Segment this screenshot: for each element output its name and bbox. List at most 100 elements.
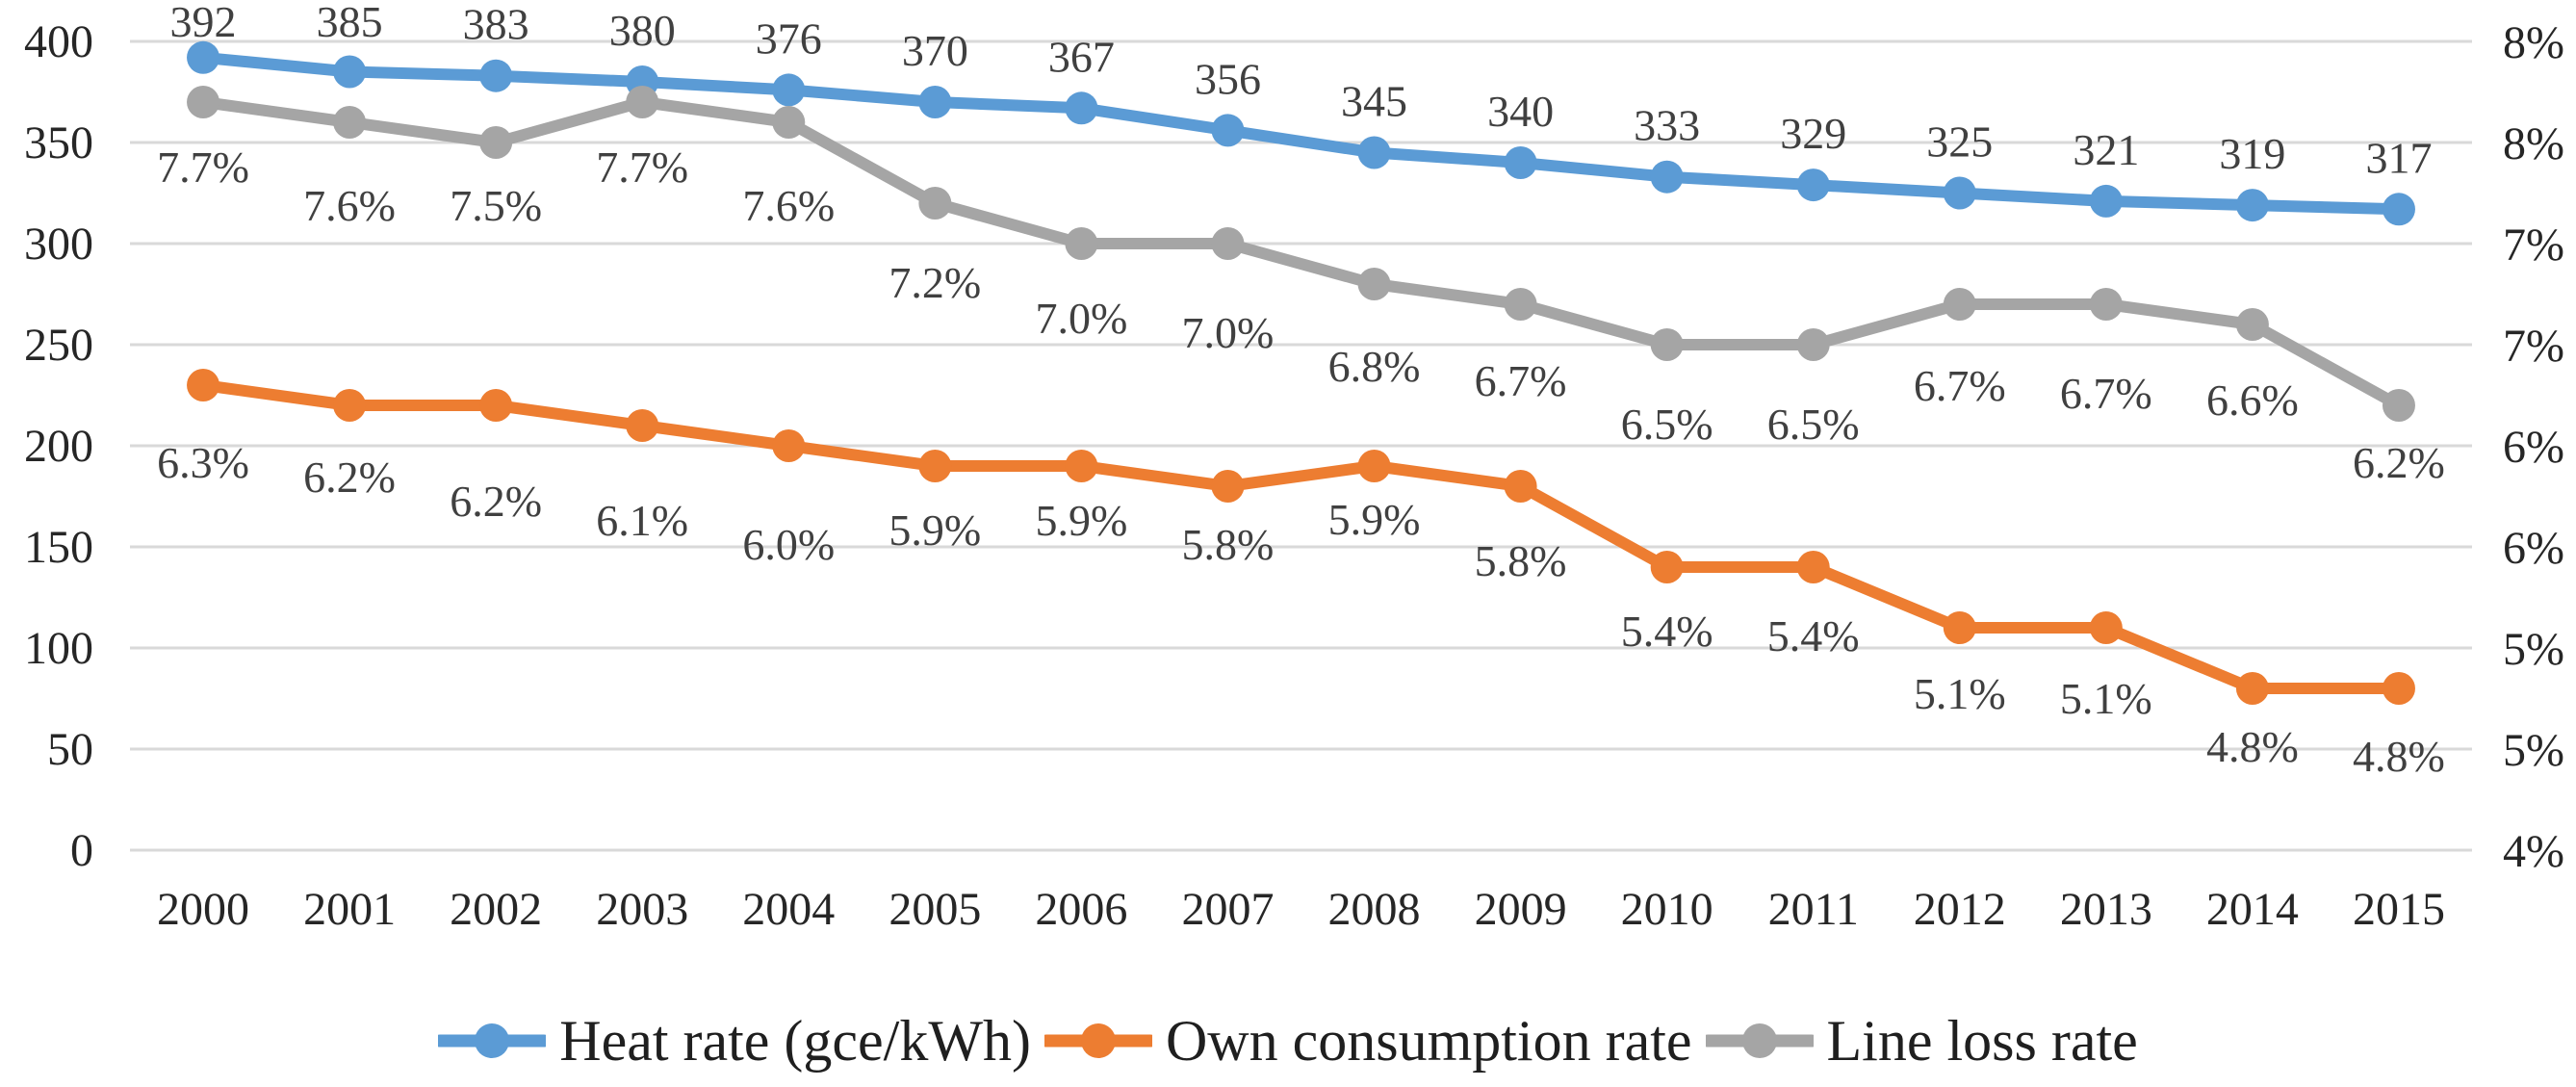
data-label: 367 bbox=[1048, 32, 1115, 81]
series-marker bbox=[1504, 288, 1537, 321]
y-right-tick-label: 4% bbox=[2503, 826, 2564, 877]
series-marker bbox=[2235, 672, 2269, 705]
series-marker bbox=[1943, 611, 1976, 644]
series-marker bbox=[2089, 611, 2123, 644]
series-marker bbox=[772, 429, 806, 462]
data-label: 345 bbox=[1341, 77, 1407, 126]
x-tick-label: 2010 bbox=[1621, 884, 1713, 935]
series-marker bbox=[1065, 227, 1098, 260]
data-label: 6.8% bbox=[1328, 342, 1421, 391]
x-tick-label: 2000 bbox=[157, 884, 249, 935]
x-tick-label: 2014 bbox=[2206, 884, 2299, 935]
x-tick-label: 2015 bbox=[2353, 884, 2445, 935]
data-label: 6.5% bbox=[1621, 400, 1713, 449]
series-marker bbox=[1796, 168, 1830, 202]
data-label: 5.8% bbox=[1182, 520, 1275, 569]
series-marker bbox=[918, 187, 952, 220]
series-marker bbox=[918, 450, 952, 482]
data-label: 383 bbox=[463, 0, 529, 49]
data-label: 319 bbox=[2219, 129, 2285, 178]
series-marker bbox=[1943, 288, 1976, 321]
y-right-tick-label: 5% bbox=[2503, 725, 2564, 776]
data-label: 6.6% bbox=[2206, 375, 2299, 425]
data-label: 6.0% bbox=[742, 520, 835, 569]
data-label: 4.8% bbox=[2206, 722, 2299, 771]
series-marker bbox=[187, 40, 220, 74]
series-marker bbox=[1357, 450, 1391, 482]
legend-marker-own-consumption-icon bbox=[1043, 1023, 1152, 1058]
data-label: 7.7% bbox=[157, 142, 249, 192]
y-left-tick-label: 300 bbox=[24, 219, 93, 270]
data-label: 376 bbox=[756, 13, 822, 63]
data-label: 317 bbox=[2365, 133, 2432, 182]
data-label: 4.8% bbox=[2353, 732, 2445, 781]
legend-item-own-consumption-rate: Own consumption rate bbox=[1043, 1012, 1692, 1070]
data-label: 7.6% bbox=[742, 181, 835, 230]
data-label: 340 bbox=[1487, 87, 1554, 136]
data-label: 329 bbox=[1780, 109, 1846, 158]
data-label: 356 bbox=[1195, 54, 1261, 103]
data-label: 6.7% bbox=[1475, 356, 1567, 405]
series-marker bbox=[1065, 91, 1098, 125]
series-marker bbox=[2382, 672, 2415, 705]
series-marker bbox=[1943, 176, 1976, 210]
series-line bbox=[197, 96, 2405, 411]
data-label: 6.5% bbox=[1767, 400, 1860, 449]
data-label: 321 bbox=[2073, 125, 2139, 174]
legend-marker-line-loss-icon bbox=[1705, 1023, 1814, 1058]
y-left-tick-label: 100 bbox=[24, 623, 93, 674]
data-label: 7.5% bbox=[450, 181, 542, 230]
series-marker bbox=[2382, 193, 2415, 226]
series-line bbox=[197, 51, 2405, 216]
legend-label-heat-rate: Heat rate (gce/kWh) bbox=[559, 1009, 1031, 1073]
series-marker bbox=[626, 86, 659, 118]
x-tick-label: 2001 bbox=[303, 884, 396, 935]
series-marker bbox=[333, 106, 367, 139]
x-tick-label: 2004 bbox=[742, 884, 835, 935]
y-right-tick-label: 8% bbox=[2503, 17, 2564, 68]
x-tick-label: 2007 bbox=[1181, 884, 1274, 935]
legend-marker-heat-rate-icon bbox=[438, 1023, 547, 1058]
data-label: 392 bbox=[170, 0, 237, 46]
legend-item-heat-rate: Heat rate (gce/kWh) bbox=[438, 1012, 1031, 1070]
series-marker bbox=[1650, 328, 1684, 361]
y-right-tick-label: 8% bbox=[2503, 118, 2564, 169]
series-marker bbox=[772, 106, 806, 139]
y-right-tick-label: 6% bbox=[2503, 523, 2564, 574]
x-tick-label: 2002 bbox=[450, 884, 542, 935]
series-marker bbox=[479, 389, 513, 422]
series-marker bbox=[187, 86, 220, 118]
data-label: 5.4% bbox=[1621, 607, 1713, 656]
data-label: 385 bbox=[317, 0, 383, 46]
series-line bbox=[197, 379, 2405, 694]
x-tick-label: 2013 bbox=[2060, 884, 2152, 935]
x-tick-label: 2003 bbox=[596, 884, 688, 935]
x-tick-label: 2011 bbox=[1768, 884, 1859, 935]
y-right-tick-label: 5% bbox=[2503, 624, 2564, 675]
data-label: 7.2% bbox=[889, 258, 981, 307]
data-label: 6.1% bbox=[596, 496, 688, 545]
data-label: 6.7% bbox=[1914, 361, 2006, 410]
legend-item-line-loss-rate: Line loss rate bbox=[1705, 1012, 2138, 1070]
series-marker bbox=[187, 369, 220, 401]
series-marker bbox=[626, 409, 659, 442]
series-marker bbox=[1065, 450, 1098, 482]
y-right-tick-label: 7% bbox=[2503, 321, 2564, 372]
data-label: 325 bbox=[1926, 117, 1993, 167]
series-marker bbox=[1357, 136, 1391, 169]
data-label: 7.7% bbox=[596, 142, 688, 192]
series-marker bbox=[2089, 184, 2123, 218]
y-left-tick-label: 50 bbox=[47, 724, 93, 775]
series-marker bbox=[333, 55, 367, 89]
series-marker bbox=[1211, 470, 1245, 503]
data-label: 7.6% bbox=[303, 181, 396, 230]
series-marker bbox=[1211, 114, 1245, 147]
data-label: 370 bbox=[902, 26, 968, 75]
data-label: 5.9% bbox=[1328, 495, 1421, 544]
y-left-tick-label: 250 bbox=[24, 320, 93, 371]
y-left-tick-label: 0 bbox=[70, 825, 93, 876]
data-label: 7.0% bbox=[1182, 308, 1275, 357]
y-right-tick-label: 6% bbox=[2503, 422, 2564, 473]
